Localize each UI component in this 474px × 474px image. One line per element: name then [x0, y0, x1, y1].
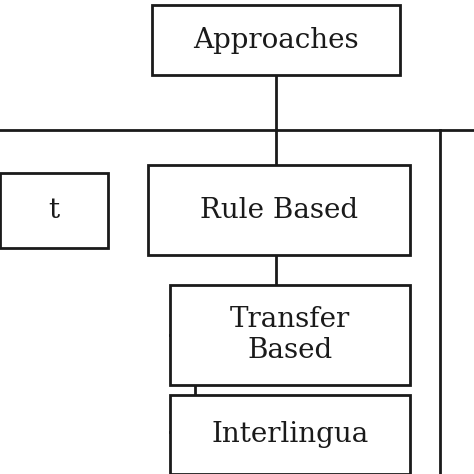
- Text: Transfer
Based: Transfer Based: [230, 306, 350, 364]
- Text: Rule Based: Rule Based: [200, 197, 358, 224]
- Text: Approaches: Approaches: [193, 27, 359, 54]
- Text: Interlingua: Interlingua: [211, 421, 369, 448]
- Bar: [170, 395, 410, 474]
- Bar: [152, 5, 400, 75]
- Text: t: t: [48, 197, 60, 224]
- Bar: [148, 165, 410, 255]
- Bar: [170, 285, 410, 385]
- Bar: [0, 173, 108, 248]
